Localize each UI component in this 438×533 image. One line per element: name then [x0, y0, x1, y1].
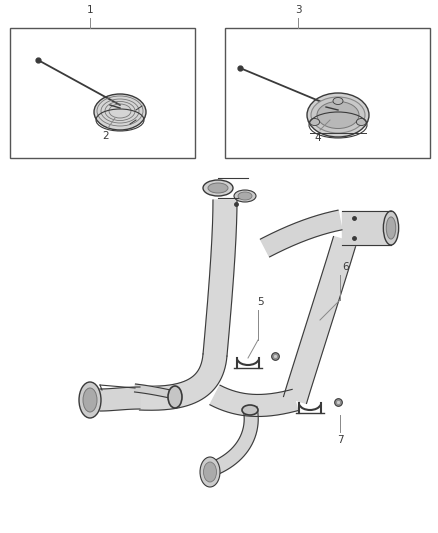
Text: 7: 7 — [337, 435, 343, 445]
Polygon shape — [283, 237, 357, 403]
Ellipse shape — [310, 118, 320, 125]
Ellipse shape — [383, 211, 399, 245]
Text: 4: 4 — [314, 133, 321, 143]
Ellipse shape — [242, 405, 258, 415]
Text: 3: 3 — [295, 5, 301, 15]
Ellipse shape — [208, 183, 228, 193]
Ellipse shape — [357, 118, 366, 125]
Ellipse shape — [83, 388, 97, 412]
Polygon shape — [100, 387, 140, 411]
Ellipse shape — [79, 382, 101, 418]
Ellipse shape — [238, 192, 252, 200]
Ellipse shape — [234, 190, 256, 202]
Ellipse shape — [307, 93, 369, 137]
Ellipse shape — [311, 97, 365, 133]
Polygon shape — [203, 200, 237, 356]
Ellipse shape — [168, 386, 182, 408]
Polygon shape — [212, 407, 258, 474]
Polygon shape — [139, 354, 227, 410]
Polygon shape — [260, 210, 342, 257]
Text: 5: 5 — [257, 297, 263, 307]
Polygon shape — [342, 211, 391, 245]
Ellipse shape — [94, 94, 146, 130]
Ellipse shape — [333, 98, 343, 104]
Bar — [225, 28, 430, 158]
Polygon shape — [134, 384, 176, 399]
Ellipse shape — [204, 462, 216, 482]
Text: 2: 2 — [102, 131, 110, 141]
Ellipse shape — [386, 217, 396, 239]
Polygon shape — [210, 385, 298, 416]
Bar — [10, 28, 195, 158]
Text: 6: 6 — [342, 262, 349, 272]
Text: 1: 1 — [87, 5, 93, 15]
Ellipse shape — [200, 457, 220, 487]
Ellipse shape — [203, 180, 233, 196]
Ellipse shape — [317, 101, 359, 128]
